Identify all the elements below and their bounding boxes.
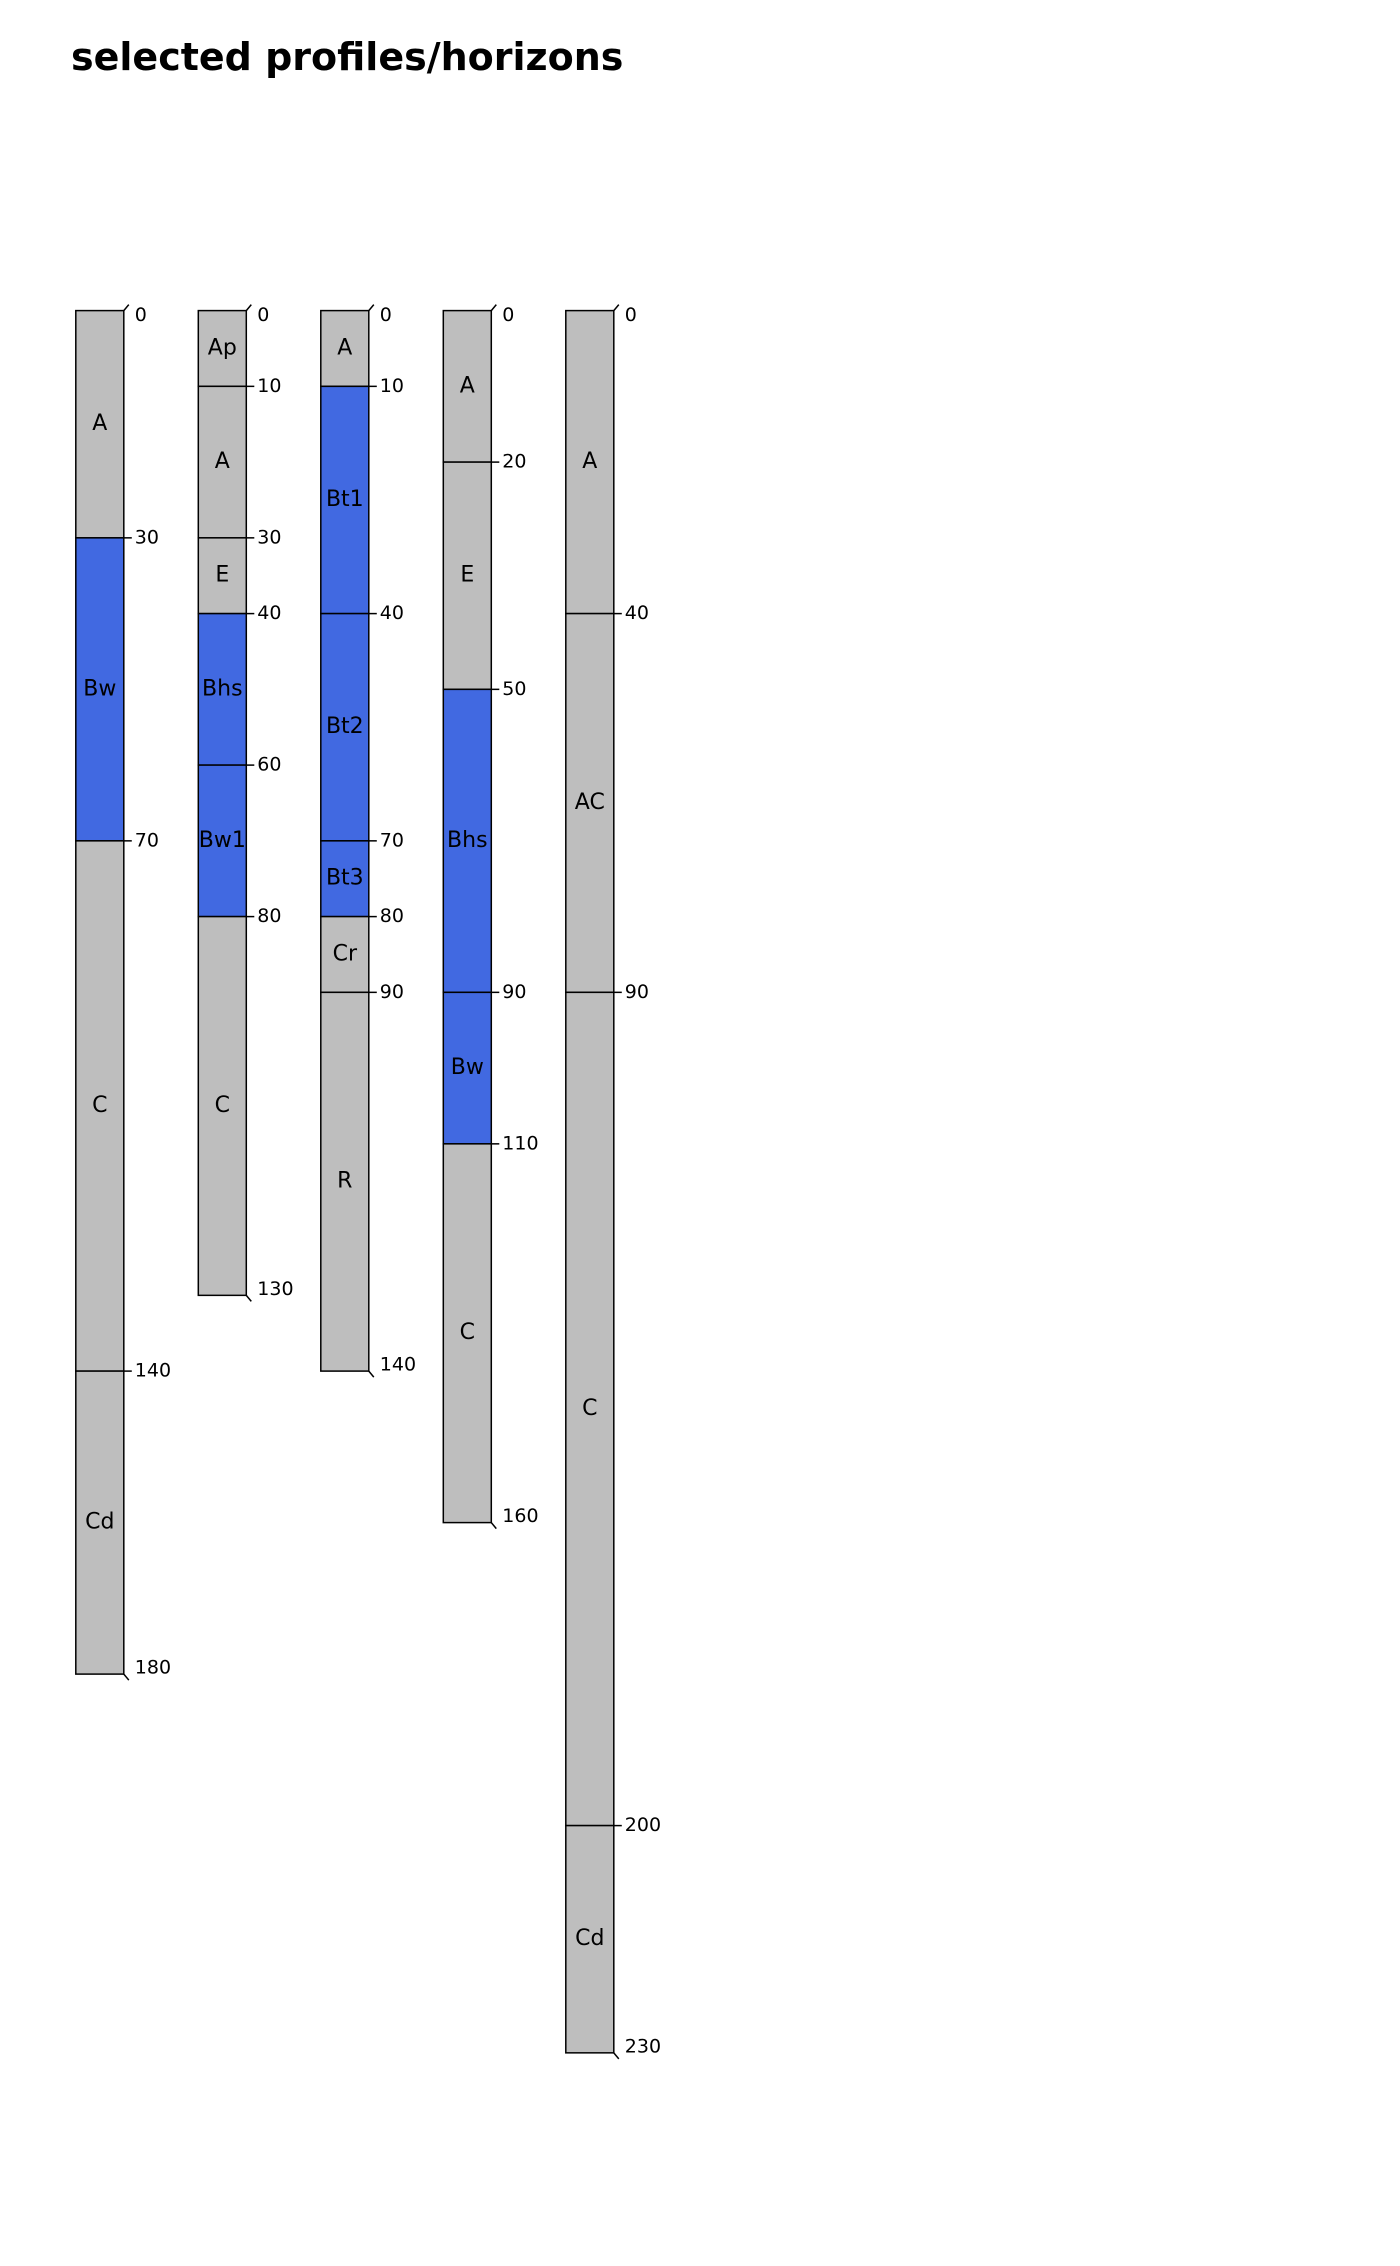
depth-label: 0 (380, 304, 392, 326)
horizon-label: A (215, 449, 230, 474)
horizon-label: C (215, 1093, 230, 1118)
depth-label: 160 (502, 1505, 538, 1527)
horizon-label: Bhs (447, 828, 488, 853)
horizon-label: Cr (333, 941, 358, 966)
horizon-label: AC (575, 790, 605, 815)
horizon (197, 612, 248, 766)
depth-tick (613, 2052, 620, 2060)
depth-label: 180 (135, 1657, 171, 1679)
depth-label: 0 (502, 304, 514, 326)
depth-label: 110 (502, 1132, 538, 1154)
horizon (320, 385, 370, 615)
horizon (75, 840, 125, 1372)
horizon (565, 612, 615, 994)
horizon-label: Bt2 (326, 714, 364, 739)
horizon-label: Cd (85, 1510, 114, 1535)
horizon (320, 991, 370, 1372)
depth-label: 140 (380, 1354, 416, 1376)
horizon-label: Bw (83, 676, 116, 701)
horizon (320, 309, 370, 388)
horizon (197, 764, 248, 918)
depth-label: 40 (257, 602, 281, 624)
horizon-label: Bw (451, 1055, 484, 1080)
horizon-label: Bt1 (326, 487, 364, 512)
horizon (75, 537, 125, 842)
depth-label: 20 (502, 451, 526, 473)
depth-label: 30 (135, 526, 159, 548)
depth-label: 230 (625, 2035, 661, 2057)
horizon (75, 1370, 125, 1675)
depth-label: 90 (502, 981, 526, 1003)
depth-label: 130 (257, 1278, 293, 1300)
depth-tick (368, 1370, 375, 1378)
horizon-label: C (582, 1396, 597, 1421)
horizon-label: E (215, 563, 229, 588)
horizon-label: A (582, 449, 597, 474)
horizon-label: Bt3 (326, 866, 364, 891)
horizon (75, 309, 125, 539)
depth-tick (123, 1673, 130, 1681)
depth-label: 0 (625, 304, 637, 326)
horizon (197, 915, 248, 1297)
horizon-label: E (460, 563, 474, 588)
horizon-label: Cd (575, 1926, 604, 1951)
depth-label: 90 (380, 981, 404, 1003)
title: selected profiles/horizons (71, 35, 623, 79)
horizon (320, 915, 370, 994)
horizon-label: A (460, 373, 475, 398)
depth-label: 200 (625, 1814, 661, 1836)
depth-label: 40 (380, 602, 404, 624)
horizon-label: Bw1 (199, 828, 246, 853)
horizon (442, 309, 493, 463)
depth-label: 30 (257, 526, 281, 548)
depth-tick (245, 304, 252, 312)
horizon (442, 688, 493, 994)
horizon (320, 840, 370, 918)
depth-tick (490, 304, 497, 312)
horizon (442, 991, 493, 1145)
depth-label: 0 (257, 304, 269, 326)
depth-label: 140 (135, 1360, 171, 1382)
depth-label: 70 (380, 829, 404, 851)
horizon-label: A (337, 335, 352, 360)
horizon-label: C (460, 1320, 475, 1345)
horizon-label: Bhs (202, 676, 243, 701)
depth-label: 80 (380, 905, 404, 927)
depth-tick (613, 304, 620, 312)
depth-tick (368, 304, 375, 312)
horizon-label: R (337, 1169, 352, 1194)
depth-label: 40 (625, 602, 649, 624)
depth-label: 60 (257, 754, 281, 776)
depth-tick (245, 1294, 252, 1302)
depth-label: 80 (257, 905, 281, 927)
horizon (442, 1143, 493, 1524)
horizon (565, 991, 615, 1827)
horizon-label: A (92, 411, 107, 436)
depth-label: 10 (257, 375, 281, 397)
depth-label: 0 (135, 304, 147, 326)
depth-label: 90 (625, 981, 649, 1003)
horizon (197, 537, 248, 615)
horizon-label: C (92, 1093, 107, 1118)
depth-label: 50 (502, 678, 526, 700)
depth-label: 10 (380, 375, 404, 397)
horizon-label: Ap (208, 335, 237, 360)
horizon (565, 309, 615, 615)
depth-tick (490, 1522, 497, 1530)
horizon (442, 461, 493, 691)
depth-label: 70 (135, 829, 159, 851)
depth-tick (123, 304, 130, 312)
horizon (565, 1824, 615, 2054)
